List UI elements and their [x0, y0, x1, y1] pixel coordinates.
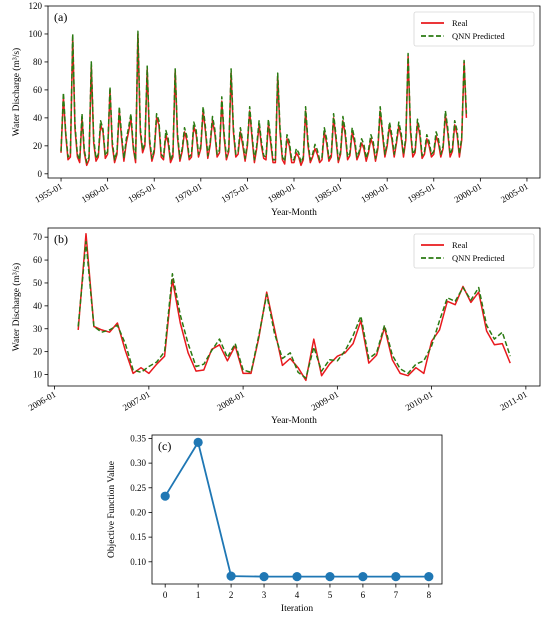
legend-label: QNN Predicted	[452, 253, 505, 263]
x-tick-label: 1995-01	[406, 181, 437, 205]
y-tick-label: 80	[33, 57, 43, 67]
x-tick-label: 1990-01	[359, 181, 390, 205]
series-line-second	[77, 240, 511, 379]
plot-frame	[151, 434, 443, 585]
series-line-first	[164, 441, 429, 578]
x-tick-label: 2009-01	[309, 389, 340, 413]
series-line-first	[77, 232, 511, 382]
y-tick-label: 0.25	[130, 483, 146, 493]
data-point	[193, 437, 203, 448]
x-tick-label: 3	[262, 590, 267, 600]
y-tick-label: 120	[29, 1, 43, 11]
x-tick-label: 8	[427, 590, 432, 600]
panel-tag: (c)	[158, 439, 171, 453]
y-tick-label: 0.20	[130, 507, 146, 517]
x-tick-label: 1955-01	[33, 181, 64, 205]
panel-a-chart: 0 20 40 60 80 100 120 1955-01 1960-01 1965-01 1970…	[11, 1, 541, 218]
y-tick-label: 0.15	[130, 532, 146, 542]
x-tick-label: 1970-01	[173, 181, 204, 205]
data-point	[160, 491, 170, 501]
x-axis-label: Year-Month	[271, 208, 317, 218]
y-tick-label: 70	[33, 232, 43, 242]
y-tick-label: 40	[33, 301, 43, 311]
x-tick-label: 2006-01	[27, 389, 58, 413]
legend-label: Real	[452, 18, 468, 28]
x-tick-label: 0	[163, 590, 168, 600]
x-tick-label: 2005-01	[499, 181, 530, 205]
y-tick-label: 40	[33, 113, 43, 123]
data-point	[292, 571, 302, 582]
y-axis-label: Objective Function Value	[107, 461, 117, 558]
plot-frame	[47, 227, 541, 387]
y-tick-label: 30	[33, 324, 43, 334]
panel-tag: (a)	[54, 10, 67, 24]
y-axis-label: Water Discharge (m³/s)	[11, 48, 22, 136]
y-tick-label: 100	[29, 29, 43, 39]
x-tick-label: 4	[295, 590, 300, 600]
x-axis-label: Iteration	[281, 604, 313, 614]
y-tick-label: 50	[33, 278, 43, 288]
x-tick-label: 1965-01	[126, 181, 157, 205]
y-tick-label: 20	[33, 347, 43, 357]
y-tick-label: 0.10	[130, 557, 146, 567]
y-tick-label: 60	[33, 255, 43, 265]
y-tick-label: 20	[33, 141, 43, 151]
data-point	[226, 571, 236, 581]
y-tick-label: 0.30	[130, 458, 146, 468]
data-point	[259, 571, 269, 582]
x-tick-label: 2008-01	[215, 389, 246, 413]
data-point	[391, 571, 401, 582]
legend-label: QNN Predicted	[452, 31, 505, 41]
x-tick-label: 2007-01	[121, 389, 152, 413]
panel-b-chart: 10 20 30 40 50 60 70 2006-01 2007-01 2008-01 2009-…	[11, 227, 541, 426]
data-point	[325, 571, 335, 582]
x-tick-label: 6	[361, 590, 366, 600]
series-line-second	[60, 30, 468, 164]
y-tick-label: 0	[38, 169, 43, 179]
data-point	[424, 571, 434, 582]
x-tick-label: 5	[328, 590, 333, 600]
x-tick-label: 1985-01	[313, 181, 344, 205]
data-point	[358, 571, 368, 582]
series-line-first	[60, 33, 468, 167]
panel-c-chart: 0.10 0.15 0.20 0.25 0.30 0.35 0 1 2 3 4 5 6 7 8 Iterati…	[107, 433, 443, 614]
legend-box	[413, 11, 535, 47]
legend-box	[413, 233, 535, 269]
panel-tag: (b)	[54, 232, 68, 246]
x-tick-label: 1	[196, 590, 201, 600]
y-tick-label: 10	[33, 370, 43, 380]
x-tick-label: 1975-01	[219, 181, 250, 205]
y-tick-label: 60	[33, 85, 43, 95]
x-tick-label: 2010-01	[404, 389, 435, 413]
x-tick-label: 7	[394, 590, 399, 600]
y-axis-label: Water Discharge (m³/s)	[11, 263, 22, 351]
legend-label: Real	[452, 240, 468, 250]
x-tick-label: 2011-01	[498, 389, 529, 412]
x-tick-label: 2	[229, 590, 234, 600]
x-tick-label: 1960-01	[80, 181, 111, 205]
x-tick-label: 1980-01	[266, 181, 297, 205]
x-axis-label: Year-Month	[271, 416, 317, 426]
x-tick-label: 2000-01	[452, 181, 483, 205]
y-tick-label: 0.35	[130, 433, 146, 443]
